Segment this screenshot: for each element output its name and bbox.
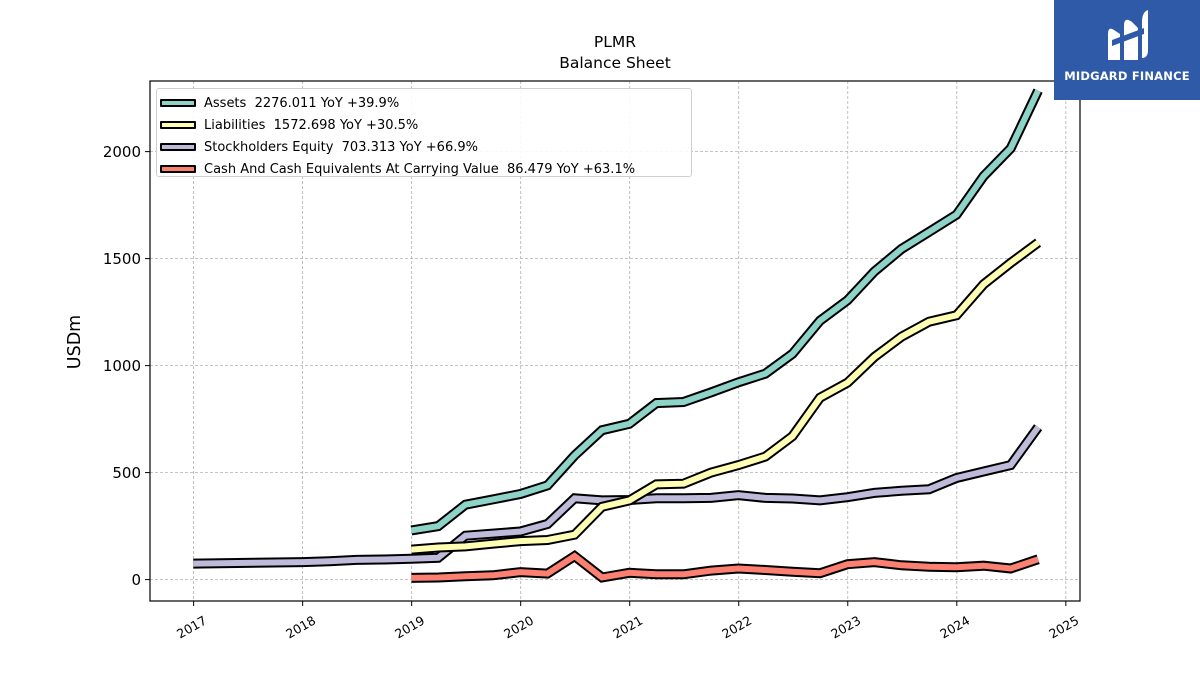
x-axis: 2017 2018 2019 2020 2021 2022 2023 2024 2025: [174, 601, 1081, 642]
legend-swatch-liabilities: [160, 121, 196, 129]
y-tick-label: 1000: [103, 357, 141, 375]
series-line-group: [411, 549, 1040, 583]
x-tick-label: 2022: [719, 613, 754, 642]
y-tick-label: 0: [131, 571, 141, 589]
legend-label-assets: Assets 2276.011 YoY +39.9%: [204, 95, 400, 111]
chart-legend: Assets 2276.011 YoY +39.9% Liabilities 1…: [156, 88, 692, 177]
midgard-finance-logo: MIDGARD FINANCE: [1054, 0, 1200, 100]
legend-label-liabilities: Liabilities 1572.698 YoY +30.5%: [204, 117, 419, 133]
series-line-group: [411, 238, 1042, 555]
y-axis-label: USDm: [65, 315, 85, 369]
legend-label-stockholders-equity: Stockholders Equity 703.313 YoY +66.9%: [204, 139, 478, 155]
x-tick-label: 2017: [174, 613, 209, 642]
plot-frame: [149, 80, 1081, 602]
y-tick-label: 500: [112, 464, 141, 482]
chart-subtitle: Balance Sheet: [559, 54, 671, 72]
y-axis: 0 500 1000 1500 2000: [103, 143, 150, 589]
series-line: [411, 552, 1040, 581]
series-line-group: [193, 424, 1043, 569]
series-lines: [193, 88, 1043, 583]
x-tick-label: 2020: [501, 613, 536, 642]
x-tick-label: 2024: [937, 613, 972, 642]
y-tick-label: 2000: [103, 143, 141, 161]
x-tick-label: 2021: [610, 613, 645, 642]
legend-item-cash: Cash And Cash Equivalents At Carrying Va…: [157, 158, 691, 180]
x-tick-label: 2025: [1046, 613, 1081, 642]
series-line: [410, 89, 1041, 534]
legend-item-liabilities: Liabilities 1572.698 YoY +30.5%: [157, 114, 691, 136]
legend-swatch-cash: [160, 165, 196, 173]
legend-swatch-assets: [160, 99, 196, 107]
series-line: [411, 240, 1040, 553]
y-tick-label: 1500: [103, 250, 141, 268]
logo-text: MIDGARD FINANCE: [1064, 69, 1190, 83]
x-tick-label: 2018: [283, 613, 318, 642]
series-line: [193, 425, 1041, 567]
series-line-outline: [411, 238, 1042, 555]
legend-label-cash: Cash And Cash Equivalents At Carrying Va…: [204, 161, 636, 177]
logo-mark-icon: [1108, 10, 1148, 60]
legend-item-stockholders-equity: Stockholders Equity 703.313 YoY +66.9%: [157, 136, 691, 158]
series-line-outline: [193, 424, 1043, 569]
legend-item-assets: Assets 2276.011 YoY +39.9%: [157, 92, 691, 114]
legend-swatch-stockholders-equity: [160, 143, 196, 151]
chart-title: PLMR: [594, 33, 636, 51]
x-tick-label: 2023: [828, 613, 863, 642]
x-tick-label: 2019: [392, 613, 427, 642]
series-line-group: [410, 88, 1043, 536]
